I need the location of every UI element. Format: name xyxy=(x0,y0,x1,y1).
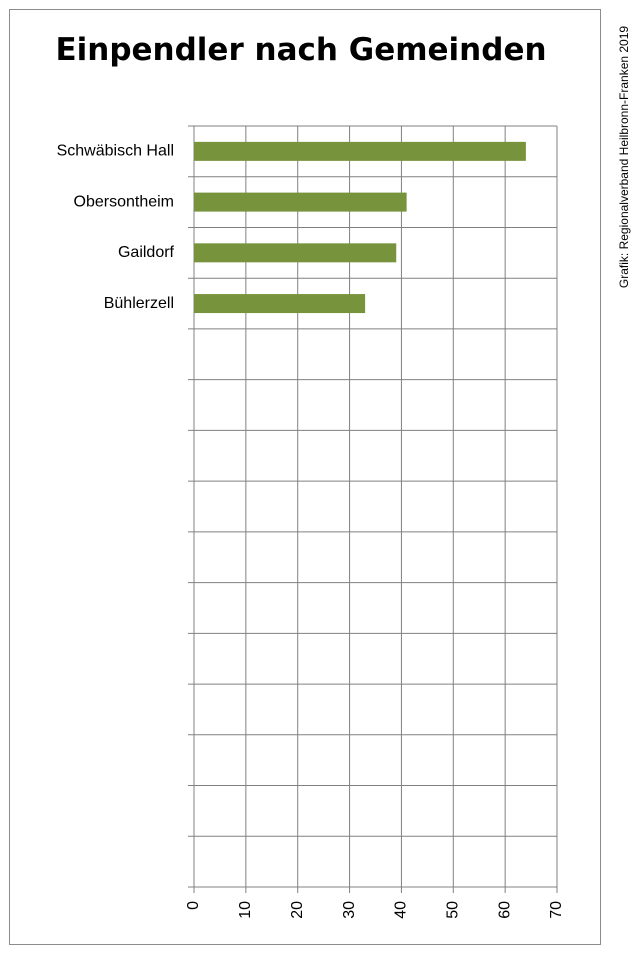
tick-label: 30 xyxy=(341,901,358,919)
tick-label: 0 xyxy=(185,901,202,910)
bar xyxy=(194,294,366,314)
tick-label: 70 xyxy=(548,901,565,919)
chart-title: Einpendler nach Gemeinden xyxy=(55,32,547,68)
category-label: Bühlerzell xyxy=(104,295,174,312)
tick-labels: 0 10 20 30 40 50 60 70 xyxy=(185,901,565,919)
bar xyxy=(194,192,407,212)
tick-label: 20 xyxy=(289,901,306,919)
grid-lines xyxy=(188,125,558,893)
category-label: Obersontheim xyxy=(74,193,175,210)
bar xyxy=(194,243,397,263)
bars xyxy=(194,141,526,314)
chart-frame xyxy=(9,9,601,945)
tick-label: 50 xyxy=(445,901,462,919)
category-label: Schwäbisch Hall xyxy=(57,143,174,160)
tick-label: 60 xyxy=(496,901,513,919)
bar xyxy=(194,141,526,161)
category-labels: Schwäbisch Hall Obersontheim Gaildorf Bühle… xyxy=(57,143,175,312)
category-label: Gaildorf xyxy=(118,244,175,261)
tick-label: 10 xyxy=(237,901,254,919)
tick-label: 40 xyxy=(393,901,410,919)
